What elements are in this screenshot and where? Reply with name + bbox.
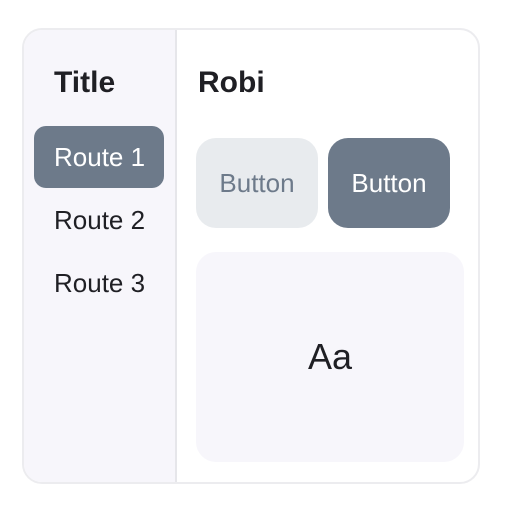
primary-button[interactable]: Button <box>328 138 450 228</box>
sidebar: Title Route 1 Route 2 Route 3 <box>24 30 177 482</box>
page-title: Robi <box>198 66 265 99</box>
content-card: Aa <box>196 252 464 462</box>
sidebar-title: Title <box>54 66 116 99</box>
sidebar-item-route-3[interactable]: Route 3 <box>54 268 146 298</box>
secondary-button[interactable]: Button <box>196 138 318 228</box>
card-text: Aa <box>307 336 353 377</box>
app-window: Title Route 1 Route 2 Route 3 Robi Butto… <box>22 28 480 484</box>
sidebar-item-route-2[interactable]: Route 2 <box>54 205 146 235</box>
sidebar-item-route-1[interactable]: Route 1 <box>34 126 164 188</box>
